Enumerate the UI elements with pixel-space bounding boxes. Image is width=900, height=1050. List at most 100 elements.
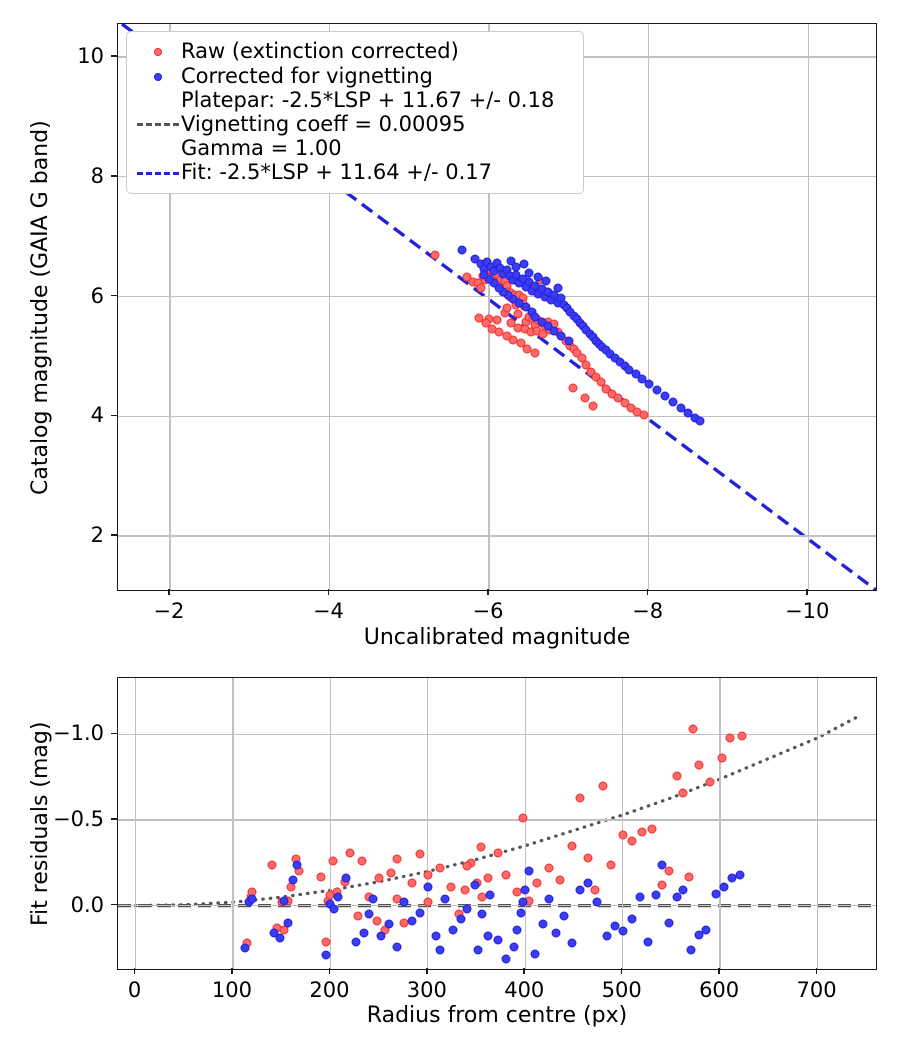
data-point-corrected bbox=[602, 931, 612, 941]
y-tick-label: −1.0 bbox=[53, 721, 104, 746]
data-point-corrected bbox=[711, 889, 721, 899]
data-point-corrected bbox=[479, 270, 489, 280]
x-tick-label: 300 bbox=[406, 978, 447, 1002]
data-point-corrected bbox=[368, 894, 378, 904]
y-tick-mark bbox=[111, 818, 117, 820]
plot-line-fit-2-5-lsp-11-64-0-17 bbox=[120, 24, 876, 590]
data-point-corrected bbox=[470, 880, 480, 890]
data-point-corrected bbox=[279, 896, 289, 906]
data-point-raw bbox=[374, 873, 384, 883]
legend-label-fit: Fit: -2.5*LSP + 11.64 +/- 0.17 bbox=[181, 160, 492, 185]
residuals-plot-xlabel: Radius from centre (px) bbox=[366, 1003, 628, 1028]
gridline-vertical bbox=[647, 24, 650, 590]
data-point-corrected bbox=[549, 326, 559, 336]
data-point-corrected bbox=[494, 283, 504, 293]
legend-label-raw: Raw (extinction corrected) bbox=[181, 38, 459, 63]
data-point-raw bbox=[586, 367, 596, 377]
y-tick-label: 6 bbox=[90, 283, 104, 308]
x-tick-label: 0 bbox=[127, 978, 142, 1002]
data-point-raw bbox=[725, 733, 735, 743]
legend-dashed-gray-icon bbox=[135, 123, 181, 127]
data-point-raw bbox=[530, 348, 540, 358]
legend-marker-red-icon bbox=[135, 47, 181, 56]
data-point-corrected bbox=[530, 312, 540, 322]
data-point-raw bbox=[717, 753, 727, 763]
data-point-corrected bbox=[719, 882, 729, 892]
x-tick-mark bbox=[231, 968, 233, 974]
data-point-raw bbox=[688, 724, 698, 734]
x-tick-label: −6 bbox=[472, 599, 504, 623]
data-point-raw bbox=[613, 393, 623, 403]
data-point-corrected bbox=[489, 278, 499, 288]
data-point-corrected bbox=[448, 925, 458, 935]
data-point-raw bbox=[555, 875, 565, 885]
data-point-raw bbox=[267, 860, 277, 870]
data-point-corrected bbox=[631, 369, 641, 379]
data-point-corrected bbox=[735, 870, 745, 880]
data-point-raw bbox=[423, 897, 433, 907]
x-tick-mark bbox=[426, 968, 428, 974]
data-point-corrected bbox=[672, 892, 682, 902]
y-tick-label: 4 bbox=[90, 403, 104, 428]
data-point-raw bbox=[481, 318, 491, 328]
magnitude-plot-ylabel: Catalog magnitude (GAIA G band) bbox=[28, 119, 53, 495]
gridline-horizontal bbox=[118, 295, 876, 298]
x-tick-mark bbox=[168, 589, 170, 595]
data-point-raw bbox=[657, 880, 667, 890]
data-point-raw bbox=[487, 324, 497, 334]
data-point-raw bbox=[423, 870, 433, 880]
data-point-corrected bbox=[678, 885, 688, 895]
data-point-raw bbox=[606, 860, 616, 870]
x-tick-label: 600 bbox=[699, 978, 740, 1002]
data-point-raw bbox=[678, 788, 688, 798]
legend-label-corrected: Corrected for vignetting bbox=[181, 63, 433, 88]
y-tick-label: 10 bbox=[77, 43, 104, 68]
x-tick-mark bbox=[815, 968, 818, 974]
gridline-horizontal bbox=[118, 905, 876, 907]
data-point-corrected bbox=[537, 317, 547, 327]
gridline-vertical bbox=[169, 24, 171, 590]
data-point-corrected bbox=[275, 933, 285, 943]
data-point-corrected bbox=[610, 353, 620, 363]
data-point-corrected bbox=[538, 919, 548, 929]
data-point-corrected bbox=[524, 866, 534, 876]
data-point-corrected bbox=[359, 928, 369, 938]
legend-entry-corrected: Corrected for vignetting bbox=[135, 64, 573, 89]
data-point-corrected bbox=[559, 911, 569, 921]
x-tick-label: −10 bbox=[785, 599, 830, 623]
x-tick-label: 200 bbox=[309, 978, 350, 1002]
data-point-corrected bbox=[512, 925, 522, 935]
data-point-raw bbox=[502, 331, 512, 341]
data-point-raw bbox=[357, 856, 367, 866]
data-point-raw bbox=[596, 377, 606, 387]
y-tick-mark bbox=[111, 294, 117, 297]
data-point-corrected bbox=[341, 873, 351, 883]
data-point-raw bbox=[591, 372, 601, 382]
data-point-corrected bbox=[553, 283, 563, 293]
data-point-corrected bbox=[483, 931, 493, 941]
magnitude-plot-overlay bbox=[120, 24, 876, 590]
data-point-corrected bbox=[530, 949, 540, 959]
y-tick-label: 8 bbox=[90, 163, 104, 188]
data-point-raw bbox=[316, 872, 326, 882]
data-point-corrected bbox=[610, 921, 620, 931]
data-point-raw bbox=[618, 830, 628, 840]
data-point-raw bbox=[637, 827, 647, 837]
data-point-corrected bbox=[364, 909, 374, 919]
data-point-raw bbox=[415, 849, 425, 859]
data-point-corrected bbox=[292, 860, 302, 870]
data-point-corrected bbox=[288, 875, 298, 885]
y-tick-label: 2 bbox=[90, 523, 104, 548]
data-point-corrected bbox=[493, 935, 503, 945]
data-point-corrected bbox=[435, 945, 445, 955]
legend-entry-raw: Raw (extinction corrected) bbox=[135, 39, 573, 64]
legend-label-platepar: Platepar: -2.5*LSP + 11.67 +/- 0.18 Vign… bbox=[181, 88, 555, 160]
data-point-raw bbox=[568, 383, 578, 393]
data-point-raw bbox=[647, 824, 657, 834]
data-point-corrected bbox=[516, 908, 526, 917]
data-point-corrected bbox=[240, 943, 250, 953]
legend-entry-fit: Fit: -2.5*LSP + 11.64 +/- 0.17 bbox=[135, 160, 573, 186]
data-point-raw bbox=[353, 911, 363, 921]
data-point-raw bbox=[476, 283, 486, 293]
